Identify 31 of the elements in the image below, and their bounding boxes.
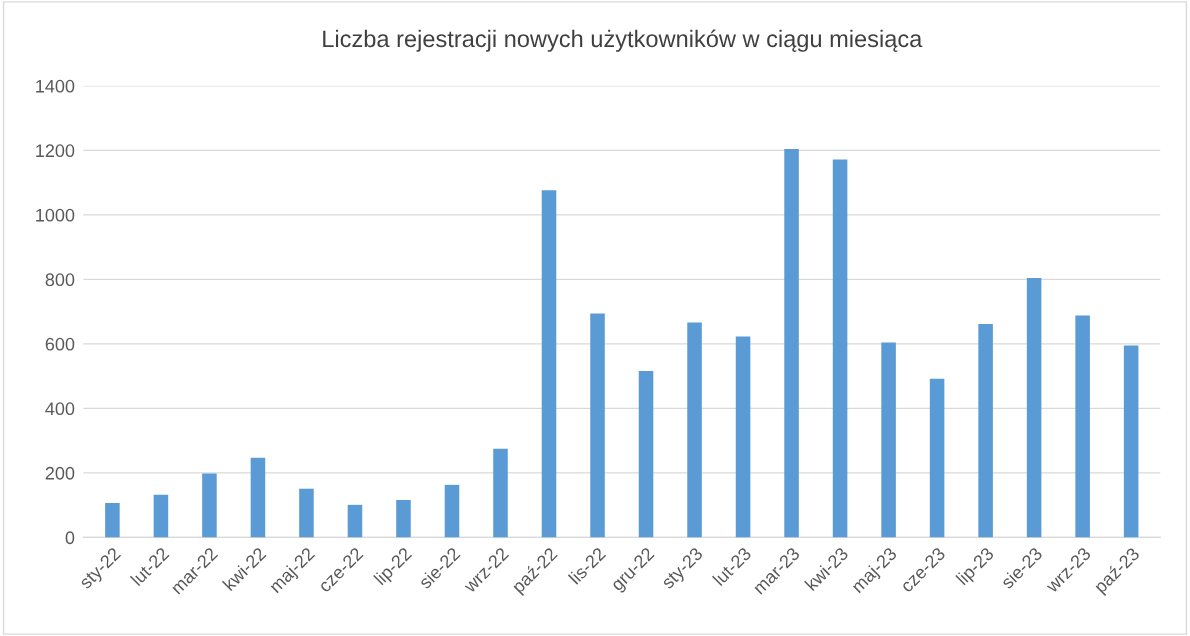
bar [735,336,751,538]
bar [250,457,266,538]
y-tick-label: 600 [45,337,75,351]
bar [590,313,605,538]
bar [541,190,557,538]
y-tick-label: 400 [45,402,75,416]
bar [1026,278,1042,538]
bar [396,500,411,538]
bar [978,323,993,538]
y-tick-label: 1200 [36,144,75,158]
bar [105,502,120,538]
bar [832,159,848,538]
bar [1075,315,1090,538]
bar [881,342,896,538]
chart-title: Liczba rejestracji nowych użytkowników w ciągu miesiąca [323,29,923,52]
y-tick-label: 200 [45,466,75,480]
bar [347,504,363,538]
bar [784,149,799,538]
bar [929,378,945,538]
y-tick-label: 1400 [36,79,75,93]
bar [153,494,169,538]
bar [202,473,217,538]
bar [493,448,508,538]
y-tick-label: 800 [45,273,75,287]
bar [638,370,654,538]
y-tick-label: 0 [65,531,75,545]
bar [299,488,314,538]
bar [687,322,702,538]
bar [444,484,460,538]
y-tick-label: 1000 [36,208,75,222]
bar [1123,345,1139,538]
